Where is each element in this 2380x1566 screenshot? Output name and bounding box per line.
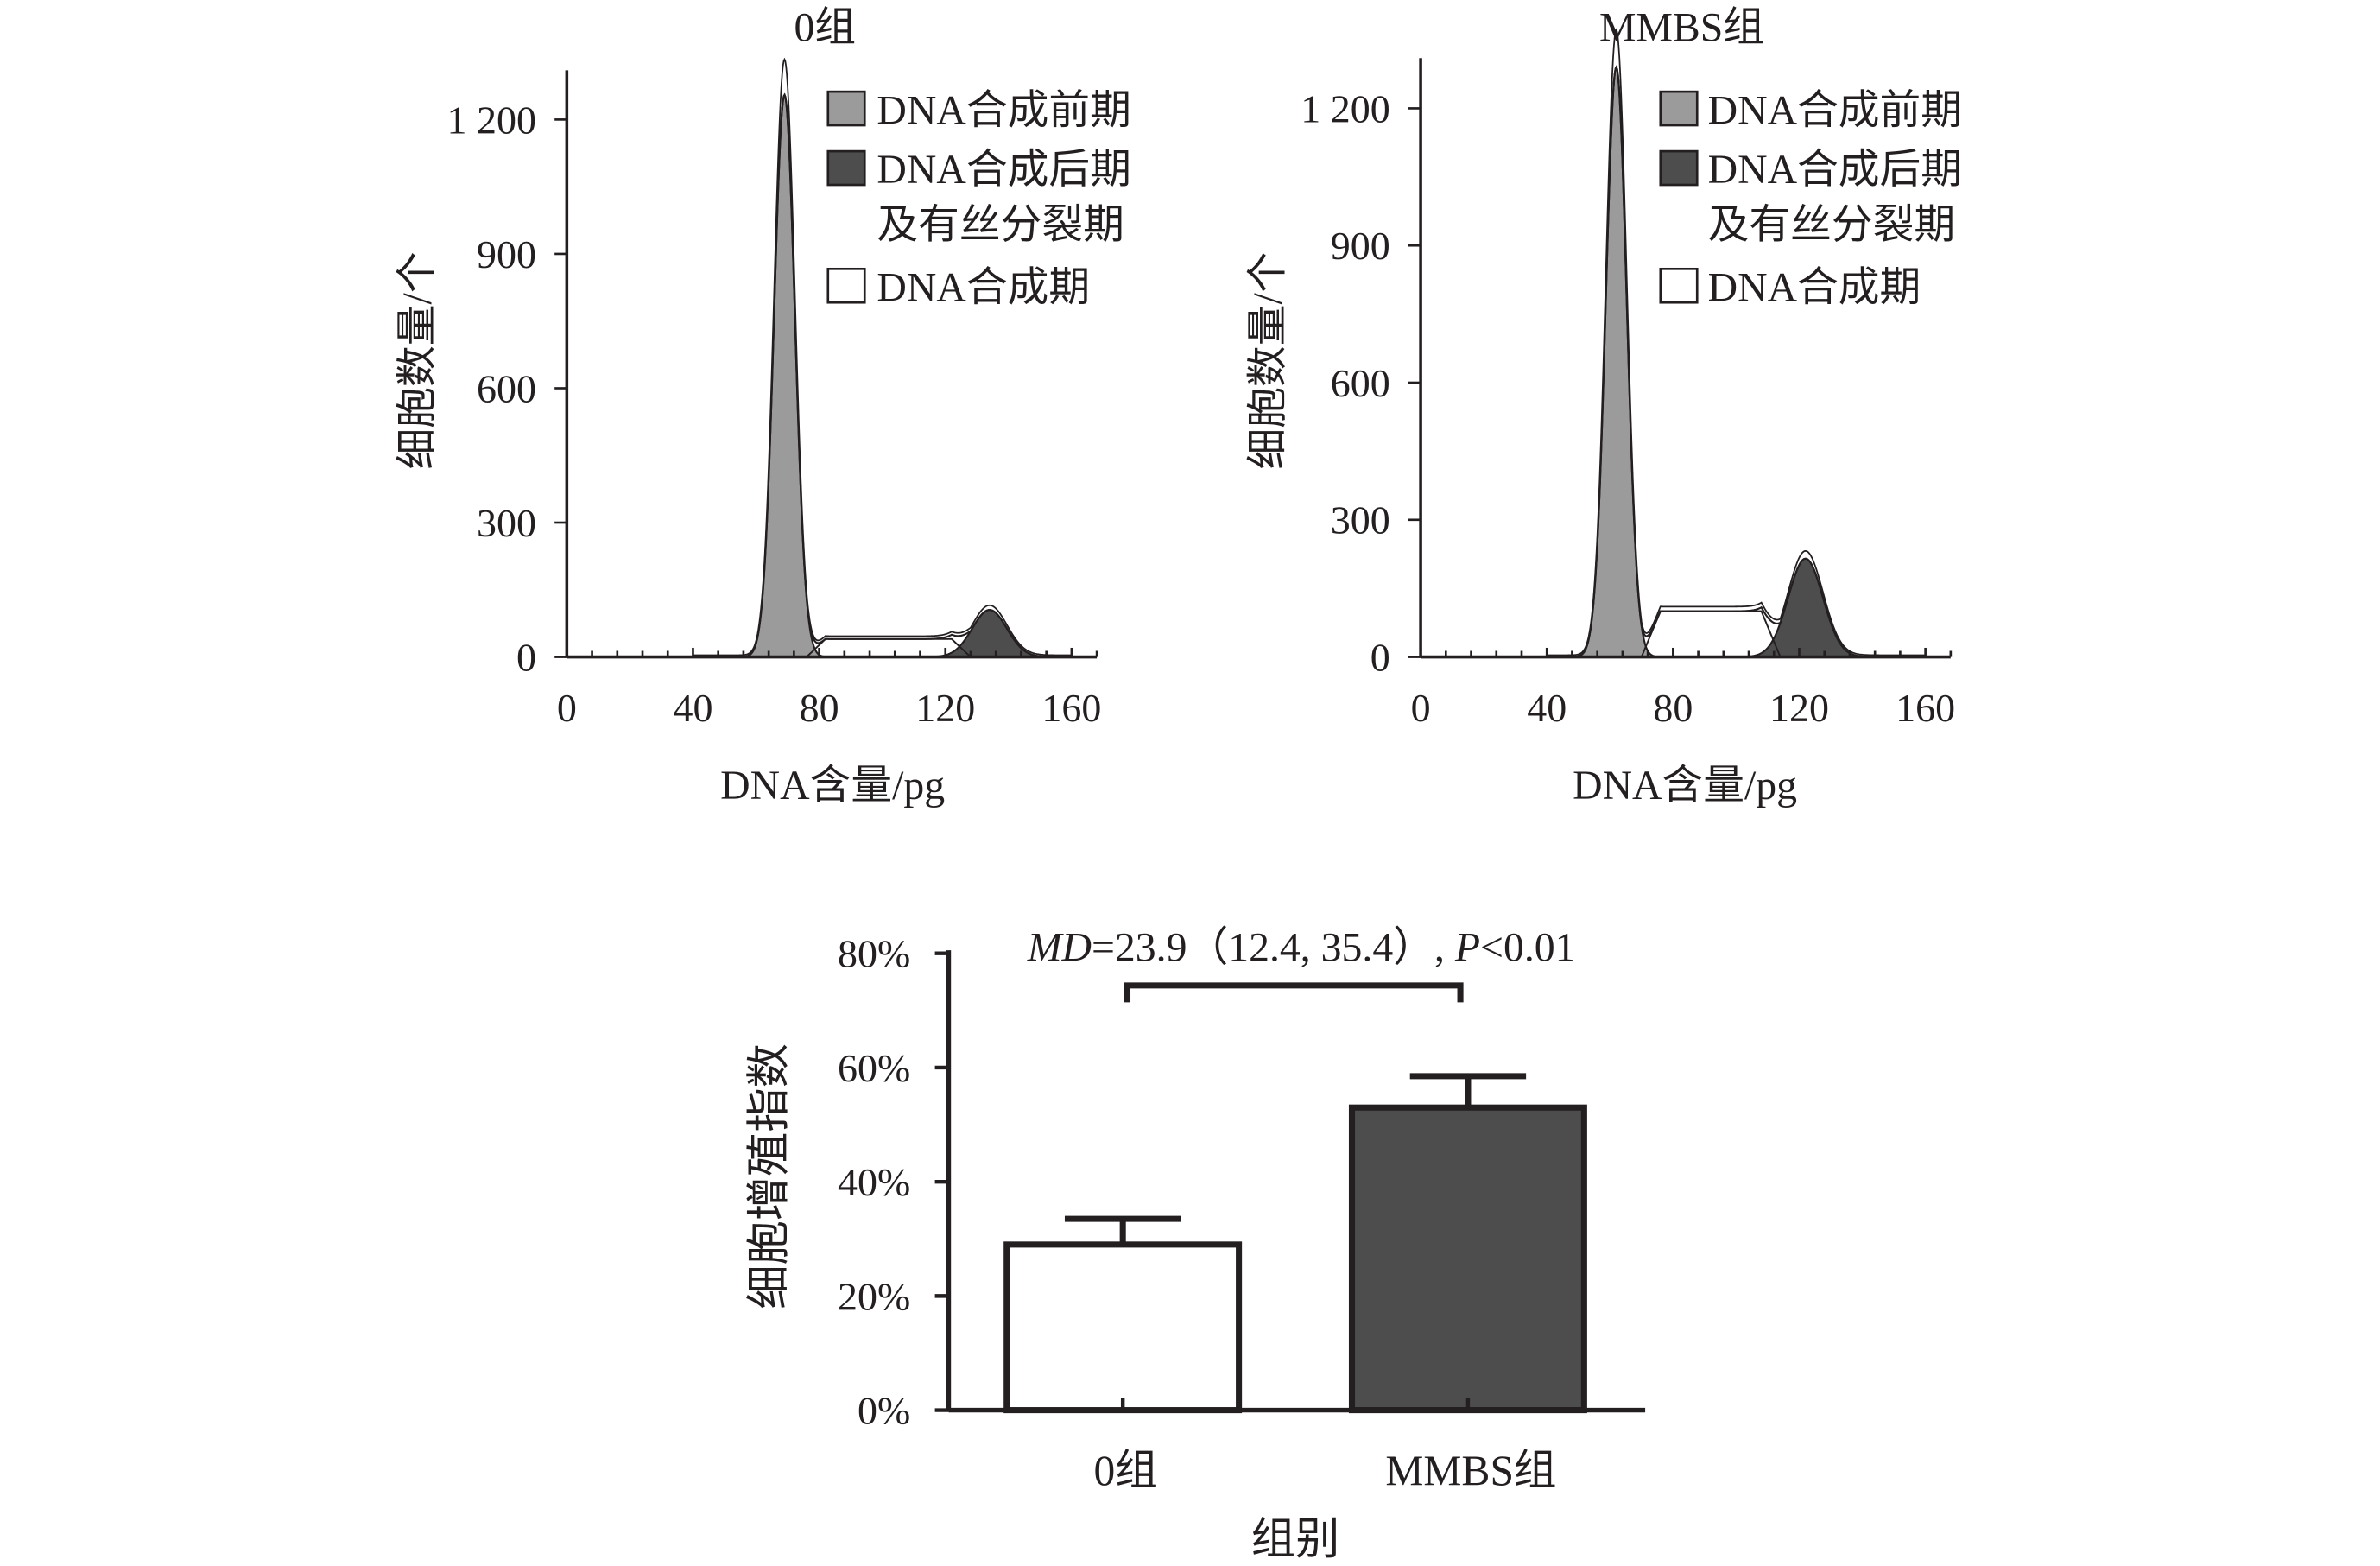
x-tick-label: 40	[673, 686, 712, 730]
panel-title: MMBS组	[1599, 5, 1764, 51]
significance-annotation: MD=23.9（12.4, 35.4）, P<0.01	[1027, 925, 1576, 971]
legend-swatch-s	[828, 269, 864, 302]
y-tick-label: 0	[516, 635, 536, 679]
histogram-mmbs-group: MMBS组 细胞数量/个 DNA含量/pg 0 40 80 120 160 0 300 600…	[1245, 5, 1962, 808]
significance-bracket	[1127, 986, 1460, 1002]
x-axis-label: 组别	[1251, 1515, 1340, 1564]
x-tick-label: MMBS组	[1385, 1447, 1556, 1494]
x-axis-label: DNA含量/pg	[720, 763, 945, 808]
y-axis-label: 细胞数量/个	[395, 251, 440, 469]
y-tick-label: 900	[477, 232, 536, 276]
y-tick-label: 300	[1331, 498, 1390, 542]
legend-label-s: DNA合成期	[1708, 264, 1921, 310]
g1-area	[743, 95, 826, 657]
legend-label-g2m: DNA合成后期	[877, 147, 1130, 193]
x-tick-label: 160	[1041, 686, 1101, 730]
proliferation-bar-chart: 细胞增殖指数 组别 MD=23.9（12.4, 35.4）, P<0.01 0组…	[745, 925, 1646, 1564]
x-tick-label: 0组	[1094, 1447, 1158, 1494]
x-tick-label: 80	[1653, 686, 1693, 730]
y-tick-label: 60%	[838, 1046, 910, 1090]
y-tick-label: 20%	[838, 1274, 910, 1318]
legend: DNA合成前期 DNA合成后期 及有丝分裂期 DNA合成期	[828, 87, 1131, 310]
x-tick-label: 160	[1896, 686, 1955, 730]
legend-label-s: DNA合成期	[877, 264, 1090, 310]
legend-label-g2m-cont: 及有丝分裂期	[1708, 202, 1955, 248]
g1-area	[1574, 67, 1657, 657]
x-tick-label: 40	[1527, 686, 1567, 730]
histogram-0-group: 0组 细胞数量/个 DNA含量/pg 0 40 80 120 160 0 300 600 900…	[395, 5, 1131, 808]
x-tick-label: 80	[800, 686, 839, 730]
bar	[1351, 1107, 1584, 1410]
legend-swatch-g1	[1661, 92, 1697, 125]
legend-swatch-g1	[828, 92, 864, 125]
y-tick-label: 600	[477, 366, 536, 410]
y-tick-label: 80%	[838, 932, 910, 976]
y-tick-label: 0%	[858, 1389, 910, 1433]
legend-label-g2m-cont: 及有丝分裂期	[877, 202, 1124, 248]
x-tick-label: 120	[915, 686, 975, 730]
s-phase-curve	[1638, 612, 1783, 657]
y-tick-label: 0	[1370, 635, 1390, 679]
y-tick-label: 40%	[838, 1160, 910, 1204]
legend-swatch-g2m	[1661, 151, 1697, 185]
legend-label-g1: DNA合成前期	[877, 87, 1130, 133]
y-tick-label: 900	[1331, 224, 1390, 268]
legend-label-g2m: DNA合成后期	[1708, 147, 1962, 193]
y-tick-label: 600	[1331, 361, 1390, 405]
legend-swatch-s	[1661, 269, 1697, 302]
y-tick-label: 1 200	[1301, 86, 1389, 130]
y-tick-label: 300	[477, 501, 536, 545]
y-tick-label: 1 200	[447, 98, 536, 142]
x-tick-label: 120	[1769, 686, 1829, 730]
bars	[1007, 1076, 1585, 1411]
panel-title: 0组	[794, 5, 856, 51]
g2m-area	[1736, 559, 1875, 657]
x-axis-label: DNA含量/pg	[1573, 763, 1797, 808]
legend-label-g1: DNA合成前期	[1708, 87, 1962, 133]
g2m-area	[921, 610, 1060, 656]
y-axis-label: 细胞数量/个	[1245, 251, 1291, 469]
legend: DNA合成前期 DNA合成后期 及有丝分裂期 DNA合成期	[1661, 87, 1962, 310]
legend-swatch-g2m	[828, 151, 864, 185]
y-axis-label: 细胞增殖指数	[745, 1043, 794, 1309]
x-tick-label: 0	[1411, 686, 1431, 730]
bar	[1007, 1245, 1239, 1411]
x-tick-label: 0	[557, 686, 577, 730]
